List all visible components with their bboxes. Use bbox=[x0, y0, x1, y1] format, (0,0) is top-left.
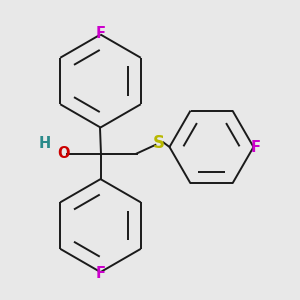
Text: H: H bbox=[38, 136, 50, 152]
Text: F: F bbox=[251, 140, 261, 154]
Text: F: F bbox=[95, 26, 106, 40]
Text: O: O bbox=[57, 146, 69, 161]
Text: S: S bbox=[153, 134, 165, 152]
Text: F: F bbox=[95, 266, 106, 281]
